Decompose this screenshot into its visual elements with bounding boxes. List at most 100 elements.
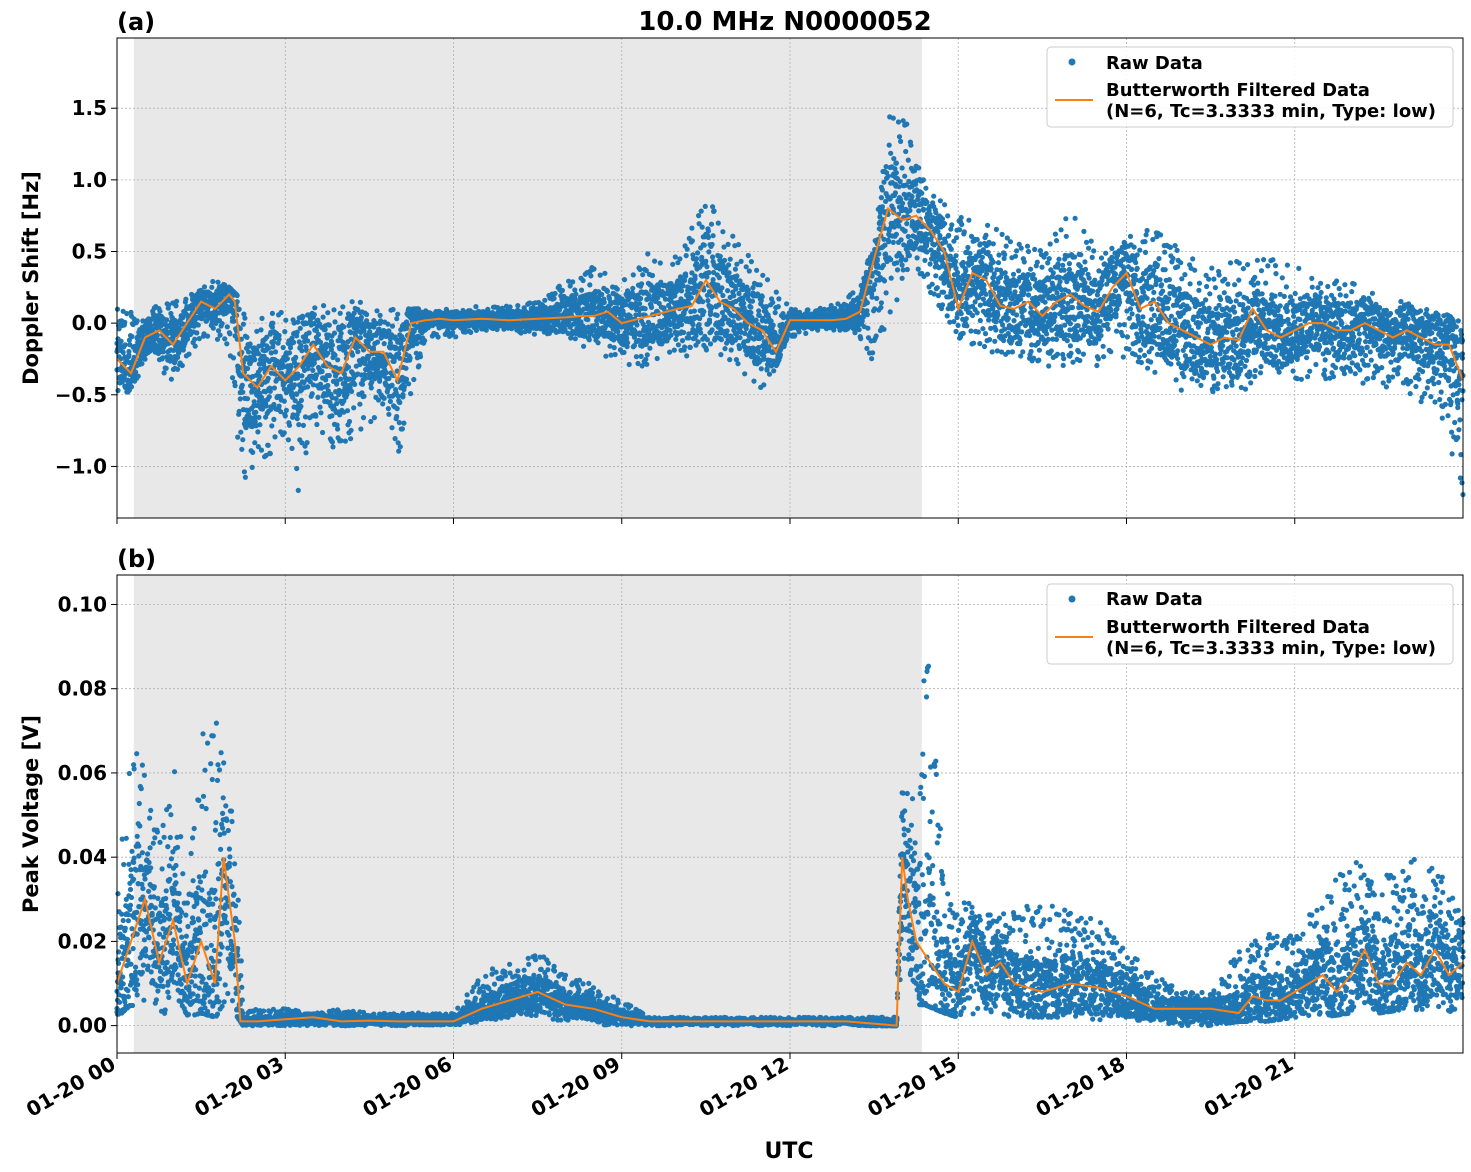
raw-data-point bbox=[730, 233, 736, 239]
raw-data-point bbox=[215, 279, 221, 285]
raw-data-point bbox=[142, 356, 148, 362]
raw-data-point bbox=[899, 262, 905, 268]
raw-data-point bbox=[344, 344, 351, 350]
raw-data-point bbox=[922, 257, 928, 263]
raw-data-point bbox=[705, 234, 712, 240]
raw-data-point bbox=[329, 439, 335, 445]
raw-data-point bbox=[321, 303, 327, 309]
raw-data-point bbox=[361, 393, 367, 399]
raw-data-point bbox=[281, 430, 287, 436]
raw-data-point bbox=[902, 173, 908, 179]
raw-data-point bbox=[759, 294, 765, 300]
raw-data-point bbox=[784, 301, 790, 307]
raw-data-point bbox=[648, 304, 655, 310]
raw-data-point bbox=[578, 287, 585, 293]
raw-data-point bbox=[796, 329, 802, 335]
raw-data-point bbox=[135, 373, 141, 379]
raw-data-point bbox=[338, 330, 344, 336]
raw-data-point bbox=[234, 292, 240, 299]
raw-data-point bbox=[720, 292, 726, 299]
raw-data-point bbox=[725, 241, 731, 247]
raw-data-point bbox=[872, 282, 878, 288]
raw-data-point bbox=[675, 342, 682, 348]
raw-data-point bbox=[572, 336, 578, 342]
raw-data-point bbox=[291, 339, 297, 345]
raw-data-point bbox=[468, 329, 474, 335]
raw-data-point bbox=[300, 422, 306, 428]
raw-data-point bbox=[396, 420, 402, 426]
raw-data-point bbox=[900, 200, 906, 206]
raw-data-point bbox=[736, 345, 743, 352]
raw-data-point bbox=[239, 382, 245, 388]
raw-data-point bbox=[542, 297, 548, 303]
raw-data-point bbox=[951, 319, 957, 325]
raw-data-point bbox=[611, 345, 617, 351]
raw-data-point bbox=[754, 267, 760, 273]
raw-data-point bbox=[270, 320, 276, 326]
raw-data-point bbox=[244, 365, 251, 372]
raw-data-point bbox=[306, 330, 312, 336]
raw-data-point bbox=[864, 312, 871, 318]
raw-data-point bbox=[869, 294, 875, 300]
raw-data-point bbox=[416, 363, 422, 369]
raw-data-point bbox=[164, 317, 170, 323]
raw-data-point bbox=[288, 389, 295, 395]
raw-data-point bbox=[282, 329, 288, 335]
raw-data-point bbox=[630, 272, 636, 278]
raw-data-point bbox=[389, 383, 395, 389]
raw-data-point bbox=[244, 396, 251, 402]
raw-data-point bbox=[136, 334, 142, 340]
raw-data-point bbox=[297, 325, 303, 331]
raw-data-point bbox=[805, 307, 811, 313]
raw-data-point bbox=[734, 273, 740, 279]
raw-data-point bbox=[643, 356, 649, 362]
raw-data-point bbox=[724, 328, 730, 334]
raw-data-point bbox=[298, 397, 304, 403]
raw-data-point bbox=[280, 344, 286, 351]
raw-data-point bbox=[286, 422, 293, 428]
raw-data-point bbox=[614, 286, 620, 292]
raw-data-point bbox=[764, 366, 770, 372]
raw-data-point bbox=[332, 352, 338, 358]
raw-data-point bbox=[708, 305, 715, 311]
raw-data-point bbox=[258, 327, 264, 333]
raw-data-point bbox=[864, 300, 871, 306]
raw-data-point bbox=[727, 357, 733, 363]
raw-data-point bbox=[671, 347, 677, 353]
raw-data-point bbox=[728, 347, 734, 353]
raw-data-point bbox=[313, 413, 319, 419]
raw-data-point bbox=[222, 336, 228, 342]
raw-data-point bbox=[771, 368, 777, 374]
raw-data-point bbox=[726, 262, 732, 268]
raw-data-point bbox=[284, 356, 290, 362]
raw-data-point bbox=[386, 411, 392, 417]
raw-data-point bbox=[777, 352, 784, 358]
raw-data-point bbox=[738, 258, 744, 264]
raw-data-point bbox=[417, 354, 424, 360]
raw-data-point bbox=[283, 407, 289, 413]
raw-data-point bbox=[673, 336, 679, 342]
raw-data-point bbox=[240, 389, 246, 395]
raw-data-point bbox=[342, 438, 348, 444]
raw-data-point bbox=[572, 296, 578, 302]
raw-data-point bbox=[858, 336, 864, 342]
raw-data-point bbox=[633, 354, 640, 360]
raw-data-point bbox=[276, 403, 282, 409]
raw-data-point bbox=[174, 298, 180, 304]
raw-data-point bbox=[385, 406, 391, 412]
raw-data-point bbox=[237, 396, 243, 402]
raw-data-point bbox=[905, 233, 911, 240]
raw-data-point bbox=[118, 338, 124, 344]
raw-data-point bbox=[259, 315, 265, 321]
raw-data-point bbox=[719, 285, 725, 291]
raw-data-point bbox=[684, 353, 690, 359]
raw-data-point bbox=[904, 266, 910, 273]
raw-data-point bbox=[904, 121, 910, 127]
raw-data-point bbox=[395, 393, 401, 399]
raw-data-point bbox=[682, 277, 688, 284]
raw-data-point bbox=[856, 327, 862, 333]
raw-data-point bbox=[965, 244, 971, 251]
raw-data-point bbox=[898, 237, 904, 243]
raw-data-point bbox=[298, 403, 304, 409]
raw-data-point bbox=[300, 314, 306, 320]
